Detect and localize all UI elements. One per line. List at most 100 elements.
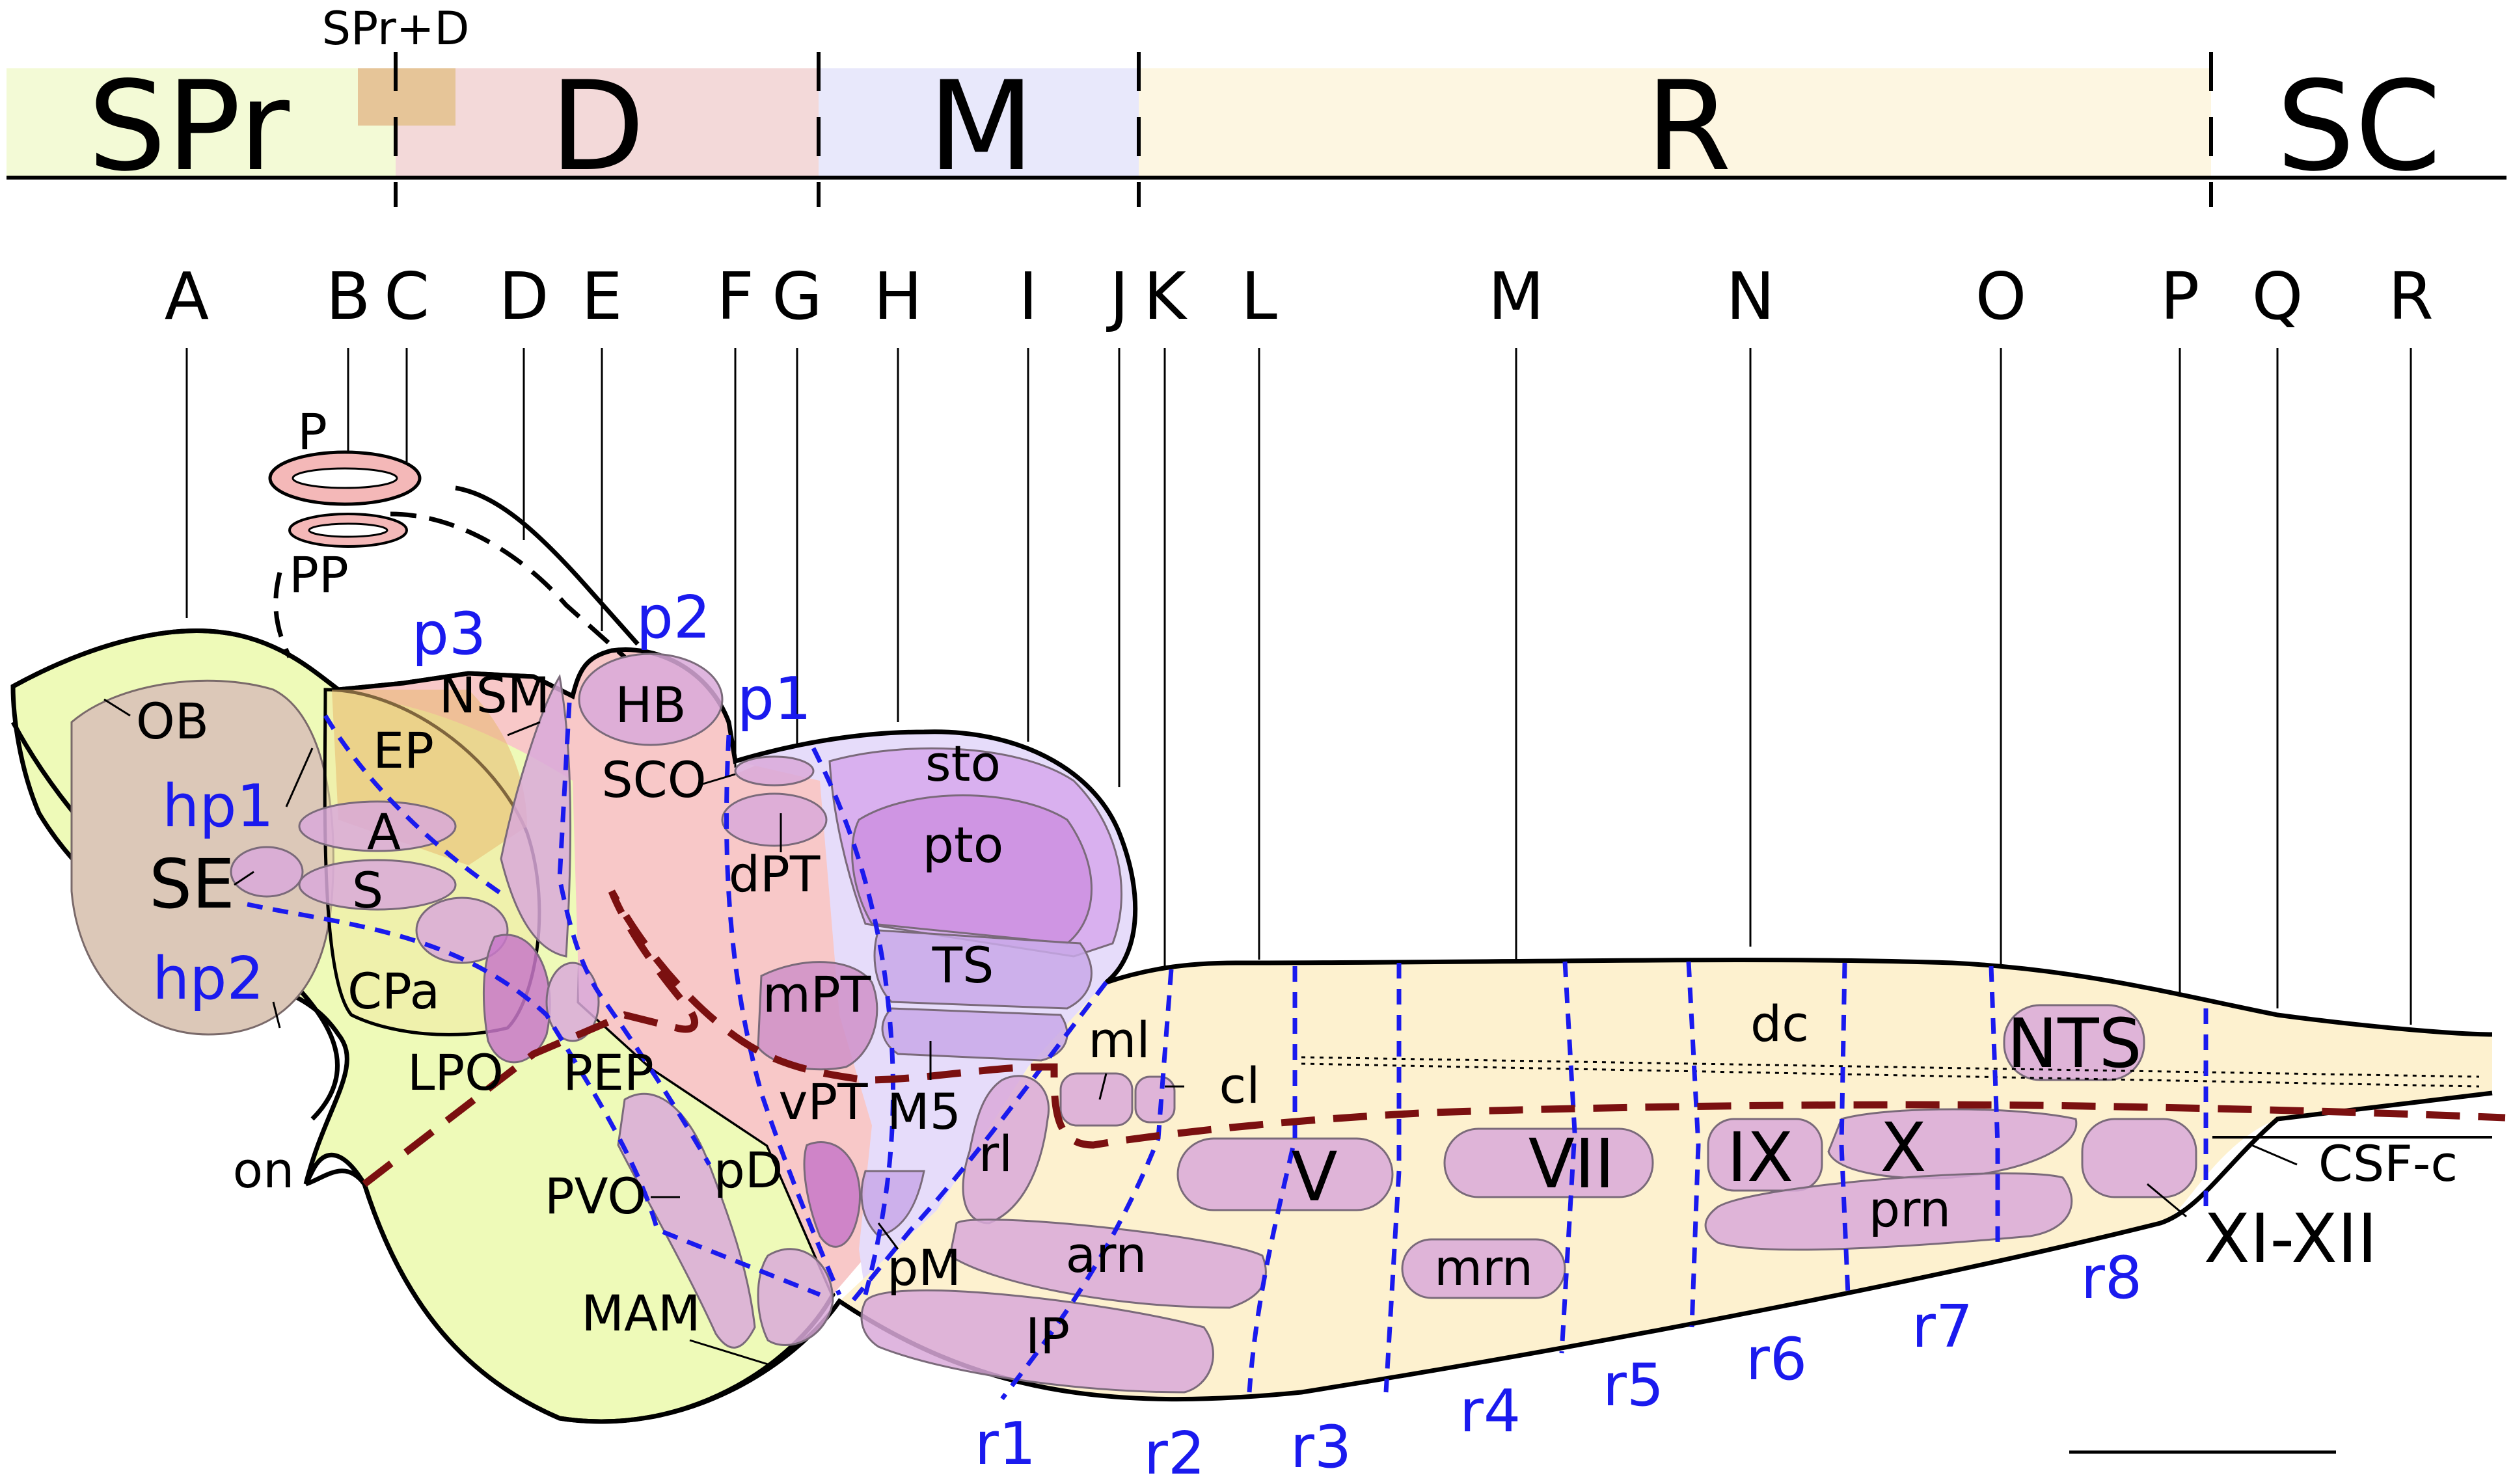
label-vii: VII <box>1528 1124 1615 1204</box>
rhombomere-label-r7: r7 <box>1912 1293 1973 1361</box>
label-sto: sto <box>925 735 1001 792</box>
region-band-spr <box>7 68 396 178</box>
label-p3: p3 <box>412 600 486 668</box>
leader-ml <box>1098 1073 1107 1100</box>
nucleus-sco-upper <box>734 755 815 787</box>
label-p1: p1 <box>737 665 811 733</box>
label-p: P <box>297 403 327 461</box>
nucleus-x <box>1827 1108 2078 1180</box>
boundary-r1-r2 <box>1000 969 1174 1401</box>
nucleus-nts <box>2003 1004 2145 1081</box>
pineal-pp-inner <box>308 522 388 538</box>
segment-boundaries <box>247 702 2208 1401</box>
nucleus-cl <box>1134 1075 1176 1124</box>
nucleus-ip <box>860 1289 1214 1394</box>
label-arn: arn <box>1066 1226 1147 1284</box>
boundary-p3 <box>557 702 712 1166</box>
label-a: A <box>367 803 401 861</box>
rhombomere-label-r3: r3 <box>1290 1413 1352 1481</box>
label-hb: HB <box>615 676 686 734</box>
dorsal-column-lines <box>1301 1056 2492 1139</box>
label-on: on <box>233 1141 295 1199</box>
boundary-r3-r4 <box>1383 963 1402 1393</box>
leader-se <box>234 870 254 886</box>
leader-xi-xii <box>2147 1183 2187 1218</box>
pineal-structures <box>268 450 422 548</box>
region-label-r: R <box>1646 55 1732 198</box>
boundary-r4-r5 <box>1559 961 1577 1354</box>
label-ep: EP <box>373 722 434 779</box>
section-label-o: O <box>1976 258 2027 334</box>
nucleus-mrn <box>1401 1238 1566 1299</box>
boundary-r2-r3 <box>1247 966 1297 1393</box>
leader-pm <box>877 1222 899 1250</box>
label-ts: TS <box>932 936 994 994</box>
leader-hp2 <box>272 1001 281 1029</box>
nucleus-vii <box>1443 1127 1654 1198</box>
section-label-c: C <box>384 258 429 334</box>
section-label-h: H <box>873 258 922 334</box>
leader-ob <box>103 698 131 717</box>
nucleus-ix <box>1707 1118 1823 1192</box>
label-pep: PEP <box>563 1044 654 1101</box>
dorsal-outline <box>12 628 2493 1037</box>
section-label-m: M <box>1488 258 1544 334</box>
boundary-r7-r8 <box>1989 965 2000 1249</box>
leader-mam <box>689 1339 775 1368</box>
label-cpa: CPa <box>347 962 440 1020</box>
nucleus-ml <box>1059 1072 1134 1127</box>
label-mam: MAM <box>581 1284 700 1342</box>
label-ip: IP <box>1026 1307 1070 1365</box>
region-label-overlap: SPr+D <box>322 2 470 55</box>
leader-lines <box>103 698 2298 1368</box>
region-band-r <box>1139 68 2211 178</box>
section-label-e: E <box>581 258 622 334</box>
label-sco: SCO <box>601 751 706 809</box>
label-hp2: hp2 <box>152 945 264 1013</box>
nucleus-m5 <box>881 1007 1068 1062</box>
section-label-k: K <box>1143 258 1188 334</box>
nucleus-dpt <box>721 792 828 847</box>
alar-basal-line <box>362 889 2506 1187</box>
label-mpt: mPT <box>763 965 871 1023</box>
label-nsm: NSM <box>439 666 550 724</box>
region-label-spr: SPr <box>88 55 290 198</box>
section-label-r: R <box>2388 258 2433 334</box>
rhombomere-label-r4: r4 <box>1460 1377 1521 1446</box>
nucleus-arn <box>949 1219 1267 1309</box>
rhombomere-label-r1: r1 <box>975 1410 1036 1478</box>
label-cl: cl <box>1219 1057 1260 1114</box>
nucleus-a <box>298 800 457 852</box>
region-label-m: M <box>928 55 1035 198</box>
nucleus-s <box>298 859 457 911</box>
nucleus-xi-xii <box>2081 1118 2197 1198</box>
label-rl: rl <box>979 1125 1012 1183</box>
label-prn: prn <box>1869 1180 1951 1238</box>
label-ml: ml <box>1088 1011 1150 1069</box>
label-mrn: mrn <box>1434 1239 1533 1297</box>
rhombomere-labels: r1 r2 r3 r4 r5 r6 r7 r8 <box>975 1244 2142 1484</box>
boundary-p2 <box>724 735 842 1296</box>
label-s: S <box>352 861 383 919</box>
nucleus-se <box>230 846 304 898</box>
rhombomere-label-r2: r2 <box>1144 1420 1205 1481</box>
label-x: X <box>1880 1108 1926 1187</box>
boundary-hp2 <box>247 902 821 1297</box>
nucleus-mam <box>757 1248 834 1346</box>
label-pvo: PVO <box>545 1167 646 1225</box>
nucleus-lpo <box>482 934 551 1064</box>
section-label-g: G <box>772 258 822 334</box>
section-label-i: I <box>1018 258 1038 334</box>
alar-basal-boundary <box>362 889 2506 1187</box>
label-pd: pD <box>714 1141 783 1199</box>
section-label-a: A <box>165 258 209 334</box>
label-lpo: LPO <box>407 1044 504 1101</box>
label-ob: OB <box>136 692 209 750</box>
boundary-mhb <box>850 980 1108 1303</box>
leader-csf-c <box>2251 1144 2298 1166</box>
region-label-sc: SC <box>2276 55 2441 198</box>
rhombomere-label-r6: r6 <box>1746 1325 1807 1394</box>
boundary-r5-r6 <box>1686 961 1701 1328</box>
pineal-p-inner <box>292 467 398 489</box>
